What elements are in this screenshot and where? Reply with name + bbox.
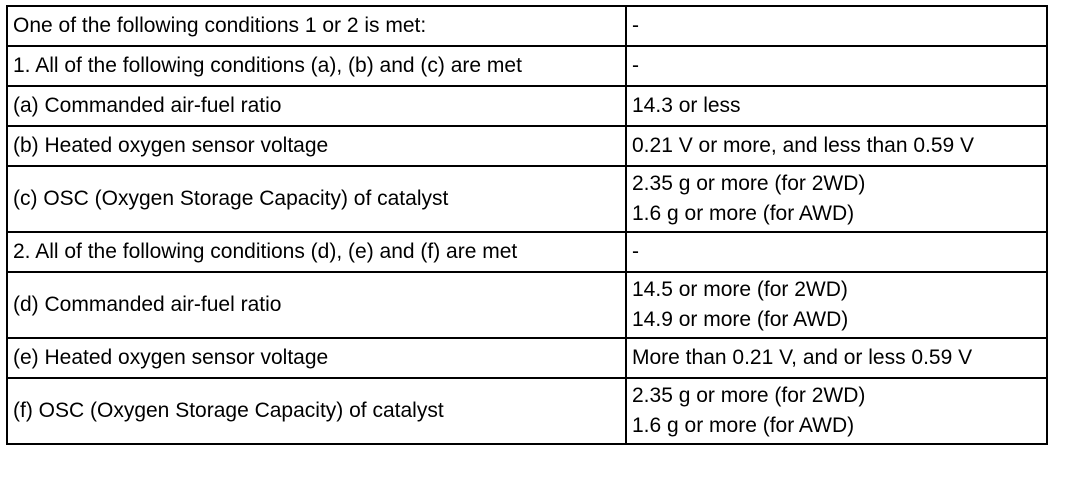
table-row: 1. All of the following conditions (a), … — [6, 45, 1048, 87]
condition-cell: (a) Commanded air-fuel ratio — [6, 85, 627, 127]
condition-cell: 1. All of the following conditions (a), … — [6, 45, 627, 87]
value-line: 1.6 g or more (for AWD) — [632, 202, 855, 225]
value-cell: - — [625, 231, 1048, 273]
value-line: 0.21 V or more, and less than 0.59 V — [632, 134, 975, 157]
value-cell: - — [625, 5, 1048, 47]
table-row: (e) Heated oxygen sensor voltage More th… — [6, 337, 1048, 379]
table-row: (c) OSC (Oxygen Storage Capacity) of cat… — [6, 165, 1048, 233]
table-row: (f) OSC (Oxygen Storage Capacity) of cat… — [6, 377, 1048, 445]
value-cell: - — [625, 45, 1048, 87]
value-cell: 2.35 g or more (for 2WD) 1.6 g or more (… — [625, 377, 1048, 445]
value-line: - — [632, 54, 639, 77]
value-line: - — [632, 240, 639, 263]
table-row: One of the following conditions 1 or 2 i… — [6, 5, 1048, 47]
table-row: (b) Heated oxygen sensor voltage 0.21 V … — [6, 125, 1048, 167]
conditions-table: One of the following conditions 1 or 2 i… — [6, 5, 1048, 445]
value-line: - — [632, 14, 639, 37]
conditions-table-wrapper: One of the following conditions 1 or 2 i… — [6, 5, 1048, 445]
value-cell: 2.35 g or more (for 2WD) 1.6 g or more (… — [625, 165, 1048, 233]
value-line: 1.6 g or more (for AWD) — [632, 414, 855, 437]
condition-cell: 2. All of the following conditions (d), … — [6, 231, 627, 273]
value-cell: 0.21 V or more, and less than 0.59 V — [625, 125, 1048, 167]
condition-cell: (b) Heated oxygen sensor voltage — [6, 125, 627, 167]
table-row: (d) Commanded air-fuel ratio 14.5 or mor… — [6, 271, 1048, 339]
condition-cell: (d) Commanded air-fuel ratio — [6, 271, 627, 339]
value-line: More than 0.21 V, and or less 0.59 V — [632, 346, 973, 369]
condition-cell: (e) Heated oxygen sensor voltage — [6, 337, 627, 379]
value-cell: More than 0.21 V, and or less 0.59 V — [625, 337, 1048, 379]
table-row: (a) Commanded air-fuel ratio 14.3 or les… — [6, 85, 1048, 127]
value-line: 14.9 or more (for AWD) — [632, 308, 849, 331]
value-line: 14.3 or less — [632, 94, 741, 117]
table-row: 2. All of the following conditions (d), … — [6, 231, 1048, 273]
value-line: 14.5 or more (for 2WD) — [632, 278, 848, 301]
condition-cell: (c) OSC (Oxygen Storage Capacity) of cat… — [6, 165, 627, 233]
value-line: 2.35 g or more (for 2WD) — [632, 384, 866, 407]
condition-cell: (f) OSC (Oxygen Storage Capacity) of cat… — [6, 377, 627, 445]
value-cell: 14.3 or less — [625, 85, 1048, 127]
value-line: 2.35 g or more (for 2WD) — [632, 172, 866, 195]
condition-cell: One of the following conditions 1 or 2 i… — [6, 5, 627, 47]
value-cell: 14.5 or more (for 2WD) 14.9 or more (for… — [625, 271, 1048, 339]
